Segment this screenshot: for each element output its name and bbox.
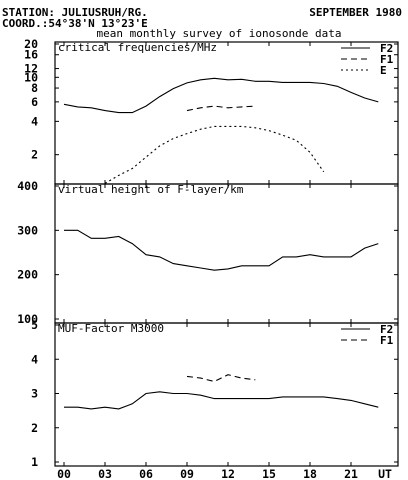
subtitle: mean monthly survey of ionosonde data	[96, 27, 341, 40]
panel-frame	[54, 183, 399, 324]
x-tick-label: 09	[180, 467, 194, 480]
y-tick-label: 200	[17, 268, 38, 282]
y-tick-label: 3	[31, 387, 38, 401]
y-tick-label: 300	[17, 223, 38, 237]
series-line-F1	[186, 105, 256, 112]
panel-frame	[54, 322, 399, 467]
legend-label-F2: F2	[380, 323, 393, 336]
x-axis: 00 03 06 09 12 15 18 21 UT	[57, 467, 392, 480]
y-tick-label: 20	[24, 37, 38, 51]
x-tick-label: 03	[98, 467, 112, 480]
y-tick-label: 100	[17, 312, 38, 326]
panel-title: MUF-Factor M3000	[58, 322, 164, 335]
y-tick-label: 16	[24, 48, 38, 62]
date-label: SEPTEMBER 1980	[309, 6, 402, 19]
panel-title: virtual height of F-layer/km	[58, 183, 244, 196]
panel-2: 100 200 300 400 virtual height of F-layer/km	[17, 179, 399, 326]
series-line-F2	[63, 77, 379, 114]
series-line-E	[104, 125, 325, 184]
y-tick-label: 10	[24, 70, 38, 84]
y-tick-label: 8	[31, 81, 38, 95]
legend-label-F1: F1	[380, 53, 394, 66]
x-tick-label: 00	[57, 467, 71, 480]
y-tick-label: 2	[31, 148, 38, 162]
y-tick-label: 4	[31, 352, 38, 366]
station-label: STATION: JULIUSRUH/RG.	[2, 6, 148, 19]
y-tick-label: 4	[31, 114, 38, 128]
coord-label: COORD.:54°38'N 13°23'E	[2, 17, 148, 30]
legend-label-F2: F2	[380, 42, 393, 55]
x-tick-label: 21	[344, 467, 358, 480]
x-tick-label: 15	[262, 467, 276, 480]
series-line-F1	[186, 374, 256, 383]
legend-label-F1: F1	[380, 334, 394, 347]
panel-frame	[54, 41, 399, 185]
y-tick-label: 6	[31, 95, 38, 109]
x-tick-label: 06	[139, 467, 153, 480]
series-line-F2	[64, 391, 379, 410]
x-tick-label: 18	[303, 467, 317, 480]
y-tick-label: 5	[31, 318, 38, 332]
panel-title: critical frequencies/MHz	[58, 41, 217, 54]
x-unit-label: UT	[378, 467, 392, 480]
y-tick-label: 12	[24, 62, 38, 76]
legend-label-E: E	[380, 64, 387, 77]
y-tick-label: 400	[17, 179, 38, 193]
y-tick-label: 2	[31, 421, 38, 435]
x-tick-label: 12	[221, 467, 235, 480]
y-tick-label: 1	[31, 455, 38, 469]
series-line-main	[64, 229, 379, 271]
